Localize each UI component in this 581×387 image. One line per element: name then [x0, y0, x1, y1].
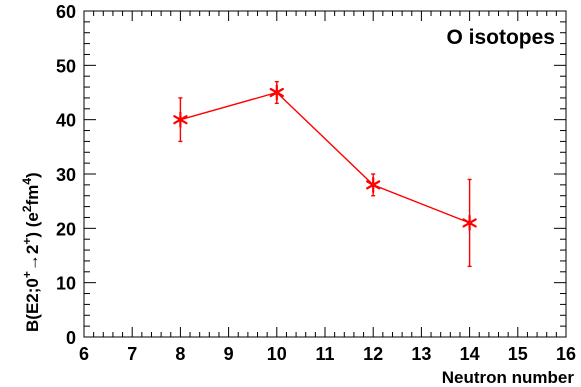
y-tick-label: 10	[56, 274, 76, 294]
chart-annotation: O isotopes	[446, 26, 555, 49]
y-tick-label: 50	[56, 56, 76, 76]
x-tick-label: 11	[315, 344, 334, 364]
data-series	[173, 80, 477, 268]
y-tick-label: 30	[56, 165, 76, 185]
data-point	[274, 90, 280, 95]
x-tick-label: 14	[460, 344, 480, 364]
x-tick-label: 8	[175, 344, 185, 364]
data-point	[177, 117, 183, 123]
x-tick-label: 10	[267, 344, 287, 364]
x-tick-label: 16	[556, 344, 576, 364]
x-tick-label: 9	[224, 344, 234, 364]
y-tick-label: 60	[56, 2, 76, 22]
x-tick-label: 12	[363, 344, 383, 364]
x-tick-label: 7	[127, 344, 137, 364]
x-axis-title: Neutron number	[442, 368, 575, 387]
plot-frame	[83, 10, 567, 338]
series-line	[180, 91, 470, 224]
y-tick-label: 40	[56, 111, 76, 131]
y-axis-title: B(E2;0+→2+) (e2fm4)	[20, 172, 42, 332]
axis-ticks	[83, 10, 567, 338]
data-point	[370, 182, 376, 188]
x-tick-label: 15	[508, 344, 528, 364]
x-tick-label: 13	[411, 344, 431, 364]
y-tick-label: 20	[56, 219, 76, 239]
data-point	[467, 220, 473, 226]
y-tick-label: 0	[66, 328, 76, 348]
x-tick-label: 6	[79, 344, 89, 364]
